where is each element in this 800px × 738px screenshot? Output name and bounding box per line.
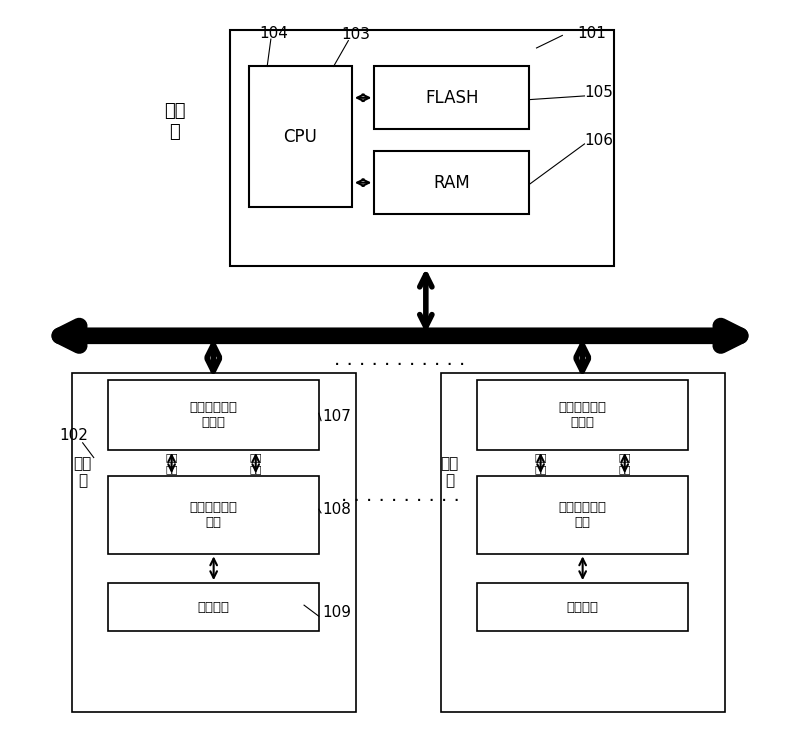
FancyBboxPatch shape bbox=[441, 373, 725, 712]
Text: 现场可编程门
阵列: 现场可编程门 阵列 bbox=[558, 501, 606, 528]
FancyBboxPatch shape bbox=[71, 373, 356, 712]
Text: 现场可编程门
阵列: 现场可编程门 阵列 bbox=[190, 501, 238, 528]
FancyBboxPatch shape bbox=[249, 66, 352, 207]
Text: 主控
板: 主控 板 bbox=[164, 103, 186, 141]
FancyBboxPatch shape bbox=[478, 583, 688, 631]
Text: 复杂可编程逻
辑器件: 复杂可编程逻 辑器件 bbox=[558, 401, 606, 429]
Text: 业务芯片: 业务芯片 bbox=[566, 601, 598, 613]
FancyBboxPatch shape bbox=[230, 30, 614, 266]
Text: 业务
板: 业务 板 bbox=[440, 456, 458, 489]
Text: 业务
板: 业务 板 bbox=[74, 456, 92, 489]
Text: FLASH: FLASH bbox=[425, 89, 478, 107]
Text: 102: 102 bbox=[59, 428, 88, 443]
FancyBboxPatch shape bbox=[374, 151, 529, 214]
FancyBboxPatch shape bbox=[374, 66, 529, 129]
Text: 108: 108 bbox=[322, 502, 351, 517]
Text: 复杂可编程逻
辑器件: 复杂可编程逻 辑器件 bbox=[190, 401, 238, 429]
Text: 107: 107 bbox=[322, 410, 351, 424]
Text: 103: 103 bbox=[341, 27, 370, 42]
Text: 106: 106 bbox=[585, 133, 614, 148]
Text: · · · · · · · · · · ·: · · · · · · · · · · · bbox=[334, 356, 466, 375]
FancyBboxPatch shape bbox=[109, 380, 319, 450]
Text: 105: 105 bbox=[585, 85, 614, 100]
FancyBboxPatch shape bbox=[478, 476, 688, 554]
Text: 加载
信息: 加载 信息 bbox=[618, 452, 631, 474]
Text: 控制
信息: 控制 信息 bbox=[534, 452, 547, 474]
Text: · · · · · · · · · ·: · · · · · · · · · · bbox=[341, 492, 459, 511]
Text: 业务芯片: 业务芯片 bbox=[198, 601, 230, 613]
FancyBboxPatch shape bbox=[109, 476, 319, 554]
Text: RAM: RAM bbox=[434, 173, 470, 192]
Text: CPU: CPU bbox=[283, 128, 318, 145]
Text: 109: 109 bbox=[322, 605, 351, 620]
Text: 101: 101 bbox=[577, 26, 606, 41]
FancyBboxPatch shape bbox=[109, 583, 319, 631]
Text: 控制
信息: 控制 信息 bbox=[166, 452, 178, 474]
FancyBboxPatch shape bbox=[478, 380, 688, 450]
Text: 加载
信息: 加载 信息 bbox=[250, 452, 262, 474]
Text: 104: 104 bbox=[260, 26, 289, 41]
